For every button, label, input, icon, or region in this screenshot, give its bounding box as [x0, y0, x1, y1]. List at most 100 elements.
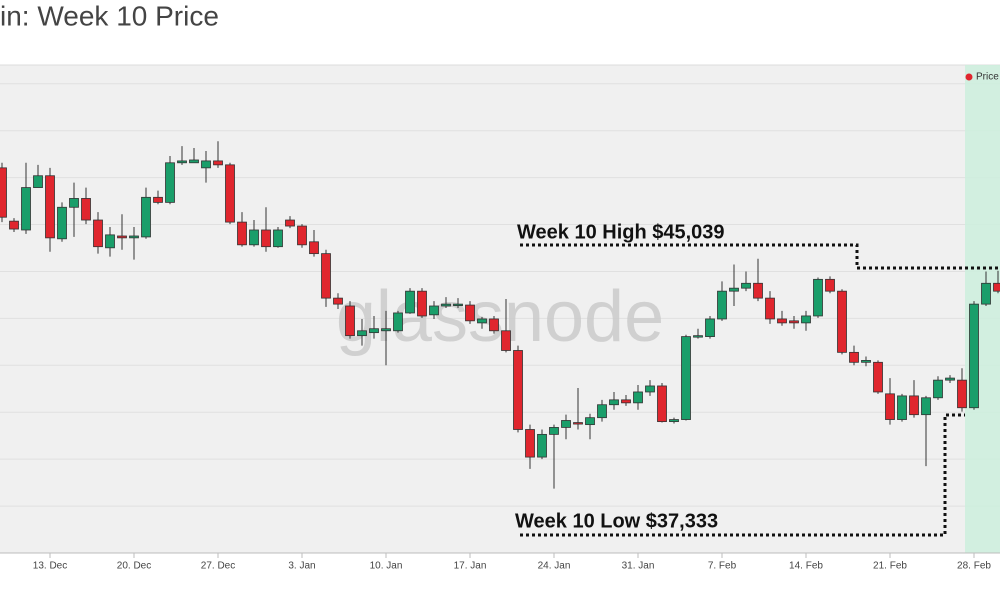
- candle-body: [885, 393, 895, 420]
- candle-body: [357, 330, 367, 337]
- candle-body: [693, 335, 703, 338]
- candle-body: [57, 206, 67, 240]
- candle-body: [849, 351, 859, 363]
- candle-body: [249, 229, 259, 246]
- candle-body: [789, 320, 799, 324]
- candle-body: [285, 219, 295, 227]
- annotation-high: Week 10 High $45,039: [517, 221, 725, 243]
- x-tick-label: 7. Feb: [708, 561, 737, 572]
- candle-body: [873, 361, 883, 393]
- x-tick-label: 14. Feb: [789, 561, 823, 572]
- candle-body: [933, 379, 943, 399]
- candle-body: [705, 318, 715, 337]
- candle-body: [141, 196, 151, 238]
- candle-body: [453, 303, 463, 307]
- candle-body: [645, 385, 655, 393]
- candle-body: [861, 360, 871, 363]
- candle-body: [441, 303, 451, 307]
- candle-body: [945, 377, 955, 381]
- candle-body: [657, 385, 667, 423]
- candle-body: [837, 290, 847, 353]
- candle-body: [69, 198, 79, 208]
- candle-body: [777, 318, 787, 324]
- candle-body: [225, 164, 235, 223]
- candle-body: [753, 282, 763, 299]
- candle-body: [501, 330, 511, 351]
- candles: [0, 141, 1000, 489]
- candle-body: [309, 241, 319, 255]
- candle-body: [273, 229, 283, 248]
- candle-body: [177, 160, 187, 164]
- candle-body: [765, 297, 775, 320]
- candle-body: [321, 253, 331, 299]
- candle-body: [93, 219, 103, 248]
- candle-body: [465, 304, 475, 322]
- candle-body: [969, 303, 979, 409]
- candle-body: [813, 278, 823, 317]
- x-tick-label: 10. Jan: [370, 561, 403, 572]
- x-tick-label: 20. Dec: [117, 561, 151, 572]
- high-annotation-line: [520, 243, 1000, 270]
- candle-body: [909, 395, 919, 416]
- candle-body: [345, 305, 355, 337]
- candle-body: [621, 399, 631, 404]
- candle-body: [897, 395, 907, 420]
- candle-body: [237, 221, 247, 246]
- candle-body: [9, 220, 19, 230]
- candle-body: [129, 235, 139, 239]
- candle-body: [153, 196, 163, 203]
- candle-body: [393, 312, 403, 332]
- candle-body: [825, 278, 835, 292]
- x-tick-label: 13. Dec: [33, 561, 67, 572]
- candle-body: [489, 318, 499, 332]
- candle-body: [0, 167, 7, 218]
- candle-body: [81, 198, 91, 221]
- candle-body: [333, 297, 343, 305]
- candle-body: [681, 336, 691, 420]
- candle-body: [417, 290, 427, 317]
- candle-body: [21, 187, 31, 231]
- candle-body: [957, 379, 967, 409]
- legend-label: Price: [976, 72, 999, 83]
- candle-body: [33, 175, 43, 188]
- candle-body: [537, 433, 547, 458]
- candle-body: [573, 422, 583, 425]
- candle-body: [801, 315, 811, 324]
- candle-body: [585, 417, 595, 426]
- candle-body: [609, 399, 619, 406]
- x-tick-label: 3. Jan: [288, 561, 315, 572]
- candle-body: [165, 162, 175, 203]
- candle-body: [429, 305, 439, 316]
- grid: [0, 83, 1000, 507]
- low-annotation-line: [520, 413, 965, 537]
- candle-body: [201, 160, 211, 169]
- x-tick-label: 27. Dec: [201, 561, 235, 572]
- candle-body: [117, 235, 127, 239]
- candle-body: [513, 350, 523, 430]
- x-tick-label: 17. Jan: [454, 561, 487, 572]
- candle-body: [633, 391, 643, 404]
- candle-body: [369, 328, 379, 334]
- plot-area: [0, 65, 1000, 553]
- candle-body: [261, 229, 271, 248]
- chart-title: in: Week 10 Price: [0, 0, 219, 31]
- x-tick-label: 31. Jan: [622, 561, 655, 572]
- x-tick-label: 24. Jan: [538, 561, 571, 572]
- candle-body: [45, 175, 55, 239]
- candle-body: [477, 318, 487, 324]
- candle-body: [921, 397, 931, 416]
- x-tick-label: 21. Feb: [873, 561, 907, 572]
- candle-body: [669, 419, 679, 423]
- x-tick-label: 28. Feb: [957, 561, 991, 572]
- candle-body: [213, 160, 223, 166]
- candle-body: [981, 282, 991, 305]
- watermark: glassnode: [336, 277, 664, 357]
- candle-body: [597, 404, 607, 419]
- candle-body: [381, 328, 391, 332]
- candle-body: [717, 290, 727, 320]
- legend-marker: [965, 73, 973, 81]
- candle-body: [561, 420, 571, 428]
- candle-body: [741, 282, 751, 289]
